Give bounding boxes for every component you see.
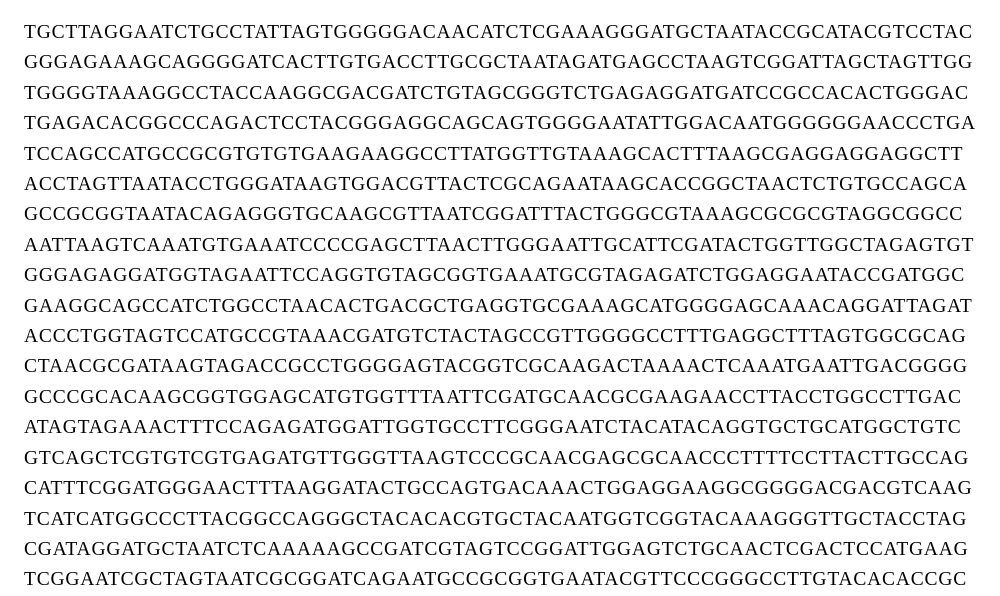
dna-sequence-text: TGCTTAGGAATCTGCCTATTAGTGGGGGACAACATCTCGA… xyxy=(24,18,976,596)
